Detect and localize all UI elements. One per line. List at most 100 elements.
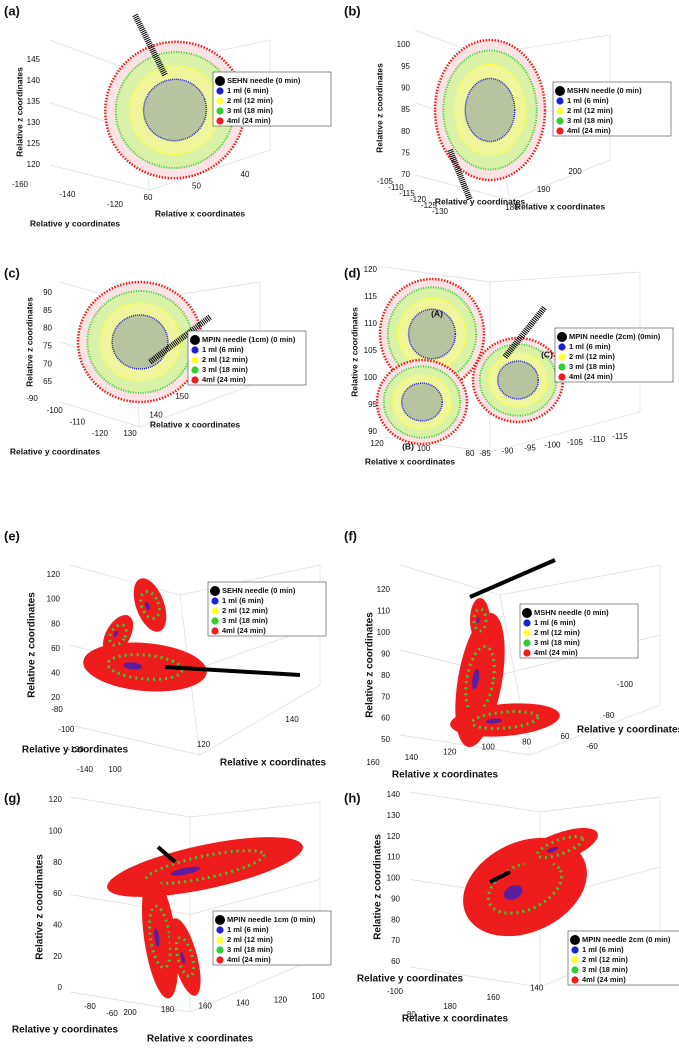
legend-label: 2 ml (12 min) xyxy=(569,352,615,361)
cloud-4ml xyxy=(141,875,179,999)
legend-marker xyxy=(558,343,566,351)
y-tick-label: -105 xyxy=(567,438,584,447)
annotation: (B) xyxy=(402,441,414,451)
panel-label: (c) xyxy=(4,265,20,280)
panel: (e) 120 100 80 60 40 20 Relative z coordinates -… xyxy=(4,528,327,774)
z-tick-label: 120 xyxy=(27,160,41,169)
y-tick-label: -100 xyxy=(617,680,634,689)
cloud-3ml xyxy=(464,644,496,716)
legend-marker xyxy=(571,946,579,954)
y-tick-label: -60 xyxy=(106,1009,118,1018)
legend-marker xyxy=(216,87,224,95)
z-tick-label: 90 xyxy=(368,427,377,436)
cloud-1ml xyxy=(401,382,443,422)
z-tick-label: 40 xyxy=(51,669,60,678)
y-tick-label: -160 xyxy=(12,180,29,189)
z-tick-label: 110 xyxy=(387,853,400,862)
legend-marker xyxy=(216,117,224,125)
x-tick-label: 80 xyxy=(466,449,475,458)
x-tick-label: 200 xyxy=(568,167,582,176)
legend-label: MSHN needle (0 min) xyxy=(567,86,642,95)
legend-label: 3 ml (18 min) xyxy=(222,616,268,625)
y-tick-label: -80 xyxy=(404,1010,416,1019)
x-tick-label: 50 xyxy=(192,182,201,191)
legend-marker xyxy=(191,366,199,374)
legend-label: 4ml (24 min) xyxy=(569,372,613,381)
panel-label: (b) xyxy=(344,3,361,18)
y-tick-label: -90 xyxy=(26,394,38,403)
legend-label: 1 ml (6 min) xyxy=(534,618,576,627)
legend-marker xyxy=(558,373,566,381)
z-tick-label: 115 xyxy=(364,292,377,301)
z-axis-label: Relative z coordinates xyxy=(373,834,384,940)
x-axis-label: Relative x coordinates xyxy=(155,208,246,218)
z-tick-label: 120 xyxy=(364,265,378,274)
x-axis-label: Relative x coordinates xyxy=(392,770,499,781)
needle xyxy=(164,665,301,677)
cloud-1ml xyxy=(497,360,539,400)
x-tick-label: 120 xyxy=(443,748,457,757)
legend-label: 2 ml (12 min) xyxy=(582,955,628,964)
legend-marker xyxy=(571,956,579,964)
z-tick-label: 75 xyxy=(401,148,410,157)
z-tick-label: 20 xyxy=(51,693,60,702)
legend-marker xyxy=(211,607,219,615)
cloud-3ml xyxy=(108,623,128,647)
needle xyxy=(469,558,556,599)
y-axis-label: Relative y coordinates xyxy=(30,218,121,228)
z-tick-label: 100 xyxy=(377,628,391,637)
x-tick-label: 160 xyxy=(366,758,380,767)
z-tick-label: 70 xyxy=(391,936,400,945)
legend-label: MPIN needle 2cm (0 min) xyxy=(582,935,671,944)
legend-label: 3 ml (18 min) xyxy=(202,365,248,374)
legend-marker xyxy=(190,335,200,345)
legend-label: MSHN needle (0 min) xyxy=(534,608,609,617)
cloud-1ml xyxy=(144,601,150,610)
legend-marker xyxy=(558,353,566,361)
legend-marker xyxy=(216,936,224,944)
x-tick-label: 140 xyxy=(236,999,250,1008)
legend-label: 1 ml (6 min) xyxy=(567,96,609,105)
z-tick-label: 70 xyxy=(43,359,52,368)
legend-box xyxy=(552,81,672,137)
legend-marker xyxy=(555,86,565,96)
cloud-1ml xyxy=(142,78,208,142)
legend-marker xyxy=(216,107,224,115)
legend-label: 4ml (24 min) xyxy=(222,626,266,635)
panel-label: (d) xyxy=(344,265,361,280)
y-axis-label: Relative y coordinates xyxy=(357,974,464,985)
legend-label: SEHN needle (0 min) xyxy=(222,586,296,595)
legend-label: 2 ml (12 min) xyxy=(567,106,613,115)
z-tick-label: 70 xyxy=(381,692,390,701)
x-tick-label: 100 xyxy=(311,992,325,1001)
legend-marker xyxy=(522,608,532,618)
legend-box xyxy=(187,330,307,386)
x-tick-label: 150 xyxy=(175,392,189,401)
x-tick-label: 80 xyxy=(522,737,531,746)
y-axis-label: Relative y coordinates xyxy=(12,1025,119,1036)
legend-label: MPIN needle 1cm (0 min) xyxy=(227,915,316,924)
x-tick-label: 200 xyxy=(123,1008,137,1017)
y-tick-label: -140 xyxy=(77,765,94,774)
x-tick-label: 60 xyxy=(144,193,153,202)
cloud-1ml xyxy=(546,846,559,853)
legend-marker xyxy=(216,956,224,964)
legend-marker xyxy=(556,117,564,125)
z-tick-label: 100 xyxy=(47,595,61,604)
x-tick-label: 120 xyxy=(370,439,384,448)
legend-marker xyxy=(571,966,579,974)
legend-label: 1 ml (6 min) xyxy=(202,345,244,354)
z-tick-label: 100 xyxy=(397,40,411,49)
panel: (h) 140 130 120 110 100 90 80 70 60 Relative z coo… xyxy=(344,790,679,1025)
legend-marker xyxy=(191,356,199,364)
y-tick-label: -100 xyxy=(47,406,64,415)
x-axis-label: Relative x coordinates xyxy=(365,456,456,466)
panel: (c) 90 85 80 75 70 65 Relative z coordinates -90… xyxy=(4,265,307,456)
cloud-1ml xyxy=(476,616,480,624)
needle xyxy=(502,305,548,359)
legend-marker xyxy=(523,649,531,657)
y-tick-label: -80 xyxy=(84,1002,96,1011)
x-axis-label: Relative x coordinates xyxy=(147,1034,254,1045)
z-tick-label: 120 xyxy=(377,585,391,594)
